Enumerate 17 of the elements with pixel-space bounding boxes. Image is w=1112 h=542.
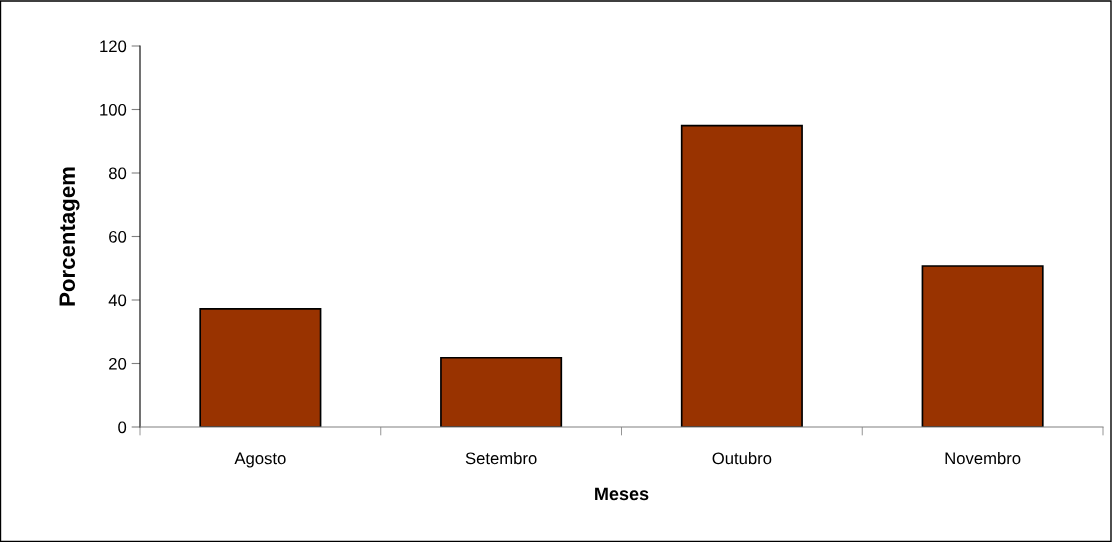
y-tick-label: 120 bbox=[100, 40, 127, 53]
bar bbox=[440, 356, 563, 427]
y-tick-label: 40 bbox=[108, 294, 127, 307]
bar bbox=[921, 265, 1044, 427]
y-tick-label: 20 bbox=[109, 357, 127, 370]
x-tick-label: Agosto bbox=[234, 452, 286, 468]
x-axis-title: Meses bbox=[595, 487, 649, 501]
bar bbox=[680, 124, 803, 427]
y-tick-label: 100 bbox=[100, 103, 127, 116]
y-tick-label: 0 bbox=[118, 421, 127, 434]
y-axis-title: Porcentagem bbox=[59, 167, 80, 306]
x-tick-label: Setembro bbox=[465, 452, 537, 465]
x-tick-label: Outubro bbox=[712, 452, 772, 465]
x-tick-label: Novembro bbox=[945, 452, 1021, 465]
y-tick-label: 60 bbox=[109, 230, 127, 243]
y-tick-label: 80 bbox=[108, 167, 127, 180]
bar bbox=[199, 308, 322, 427]
